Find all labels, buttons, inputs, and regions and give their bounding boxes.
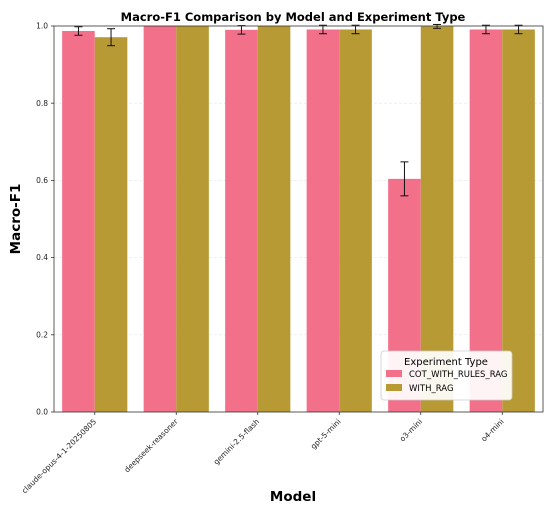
bar-with-rag-5 — [502, 29, 535, 412]
error-bar-with-rag-0 — [107, 28, 116, 47]
error-bar-cot-with-rules-rag-3 — [318, 24, 327, 35]
x-axis: claude-opus-4-1-20250805 deepseek-reasone… — [20, 412, 506, 495]
plot-area — [53, 25, 544, 413]
x-tick-label: o3-mini — [398, 417, 424, 443]
y-axis-label: Macro-F1 — [8, 184, 24, 255]
y-tick-label: 0.2 — [36, 330, 48, 339]
chart-title: Macro-F1 Comparison by Model and Experim… — [121, 10, 466, 24]
bar-with-rag-3 — [339, 29, 372, 412]
legend-label-with-rag: WITH_RAG — [409, 384, 454, 394]
bar-cot-with-rules-rag-5 — [469, 29, 503, 412]
bar-cot-with-rules-rag-2 — [225, 29, 258, 413]
legend: Experiment Type COT_WITH_RULES_RAG WITH_… — [380, 350, 513, 401]
legend-swatch-with-rag — [386, 384, 402, 391]
error-bars — [74, 23, 523, 197]
bar-cot-with-rules-rag-1 — [143, 26, 177, 412]
y-tick-label: 1.0 — [36, 22, 48, 31]
bar-with-rag-2 — [257, 26, 291, 412]
error-bar-cot-with-rules-rag-0 — [74, 26, 83, 36]
x-tick-label: gpt-5-mini — [309, 417, 343, 451]
x-axis-label: Model — [270, 489, 316, 505]
legend-swatch-cot-with-rules-rag — [386, 370, 402, 377]
x-tick-label: o4-mini — [479, 417, 505, 443]
x-tick-label: claude-opus-4-1-20250805 — [20, 417, 98, 495]
x-tick-label: gemini-2.5-flash — [212, 417, 262, 467]
bar-with-rag-0 — [94, 37, 128, 412]
x-tick-label: deepseek-reasoner — [122, 416, 180, 474]
bar-cot-with-rules-rag-3 — [306, 29, 340, 412]
legend-title: Experiment Type — [404, 357, 488, 368]
y-tick-label: 0.0 — [36, 408, 48, 417]
error-bar-with-rag-5 — [514, 24, 523, 35]
y-tick-label: 0.4 — [36, 253, 48, 262]
bar-with-rag-1 — [176, 26, 209, 412]
y-tick-label: 0.8 — [36, 99, 48, 108]
y-tick-label: 0.6 — [36, 176, 48, 185]
legend-box — [380, 350, 513, 401]
bar-cot-with-rules-rag-0 — [62, 31, 95, 412]
bars — [62, 26, 535, 413]
error-bar-cot-with-rules-rag-4 — [400, 161, 409, 197]
bar-with-rag-4 — [420, 26, 454, 413]
y-axis: 0.0 0.2 0.4 0.6 0.8 1.0 — [36, 22, 54, 417]
legend-label-cot-with-rules-rag: COT_WITH_RULES_RAG — [409, 370, 508, 380]
error-bar-with-rag-3 — [351, 24, 360, 35]
error-bar-cot-with-rules-rag-5 — [481, 24, 490, 35]
